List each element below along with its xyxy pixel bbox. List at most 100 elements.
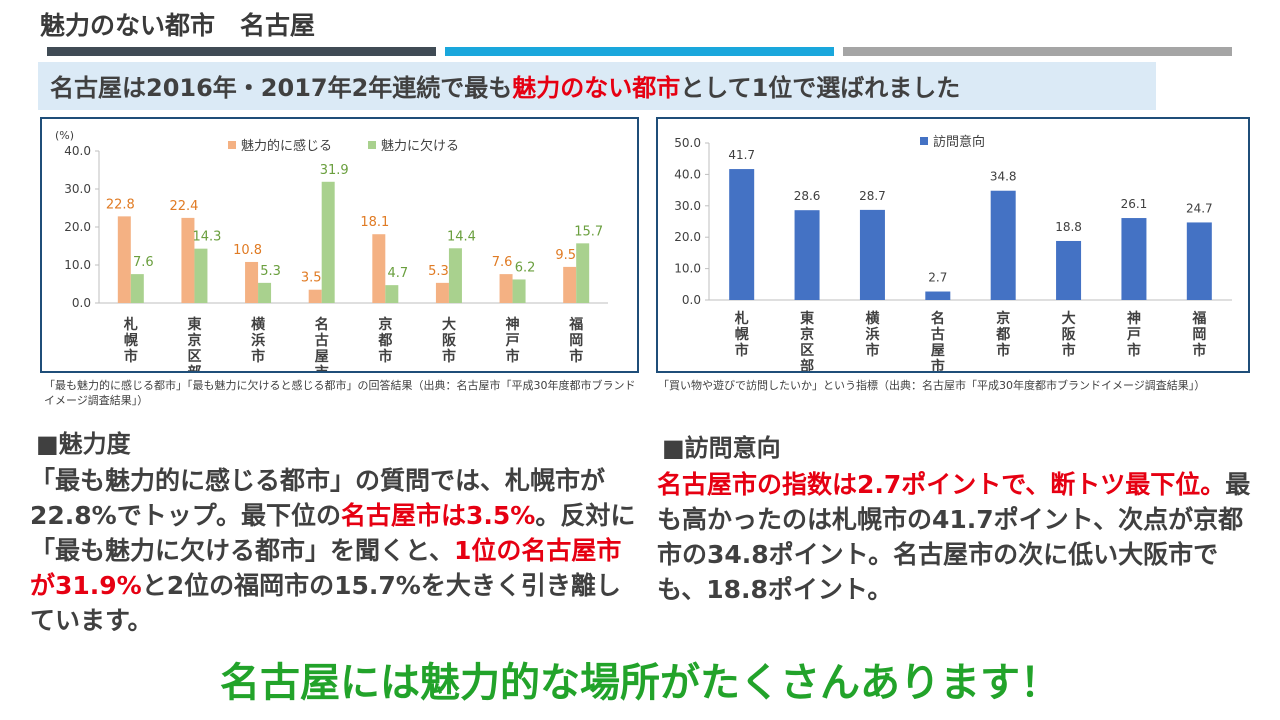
visit-intent-heading: ■訪問意向 (662, 434, 781, 462)
bar (181, 217, 195, 303)
data-label: 41.7 (728, 148, 755, 162)
x-tick-label: 古 (931, 326, 945, 343)
x-tick-label: 市 (1062, 342, 1076, 359)
x-tick-label: 大 (1062, 310, 1076, 327)
bar (576, 243, 590, 303)
x-tick-label: 京 (800, 326, 814, 343)
attractiveness-text-2: 。反対に「最も魅力に欠ける都市」を聞くと、 (30, 501, 636, 565)
x-tick-label: 区 (800, 343, 814, 359)
bar (499, 274, 513, 303)
visit-intent-body: 名古屋市の指数は2.7ポイントで、断トツ最下位。最も高かったのは札幌市の41.7… (657, 467, 1252, 607)
data-label: 3.5 (301, 271, 322, 286)
subtitle-prefix: 名古屋は2016年・2017年2年連続で最も (50, 74, 513, 102)
x-tick-label: 市 (124, 348, 138, 365)
legend-swatch (920, 137, 928, 145)
x-tick-label: 戸 (506, 333, 520, 349)
subtitle-suffix: として1位で選ばれました (680, 74, 961, 102)
bar (258, 282, 272, 303)
x-tick-label: 都 (377, 333, 392, 349)
x-tick-label: 阪 (1062, 327, 1077, 343)
visit-intent-highlight: 名古屋市の指数は2.7ポイントで、断トツ最下位。 (657, 470, 1226, 499)
attractiveness-chart-caption: 「最も魅力的に感じる都市」「最も魅力に欠けると感じる都市」の回答結果（出典：名古… (44, 379, 636, 407)
bar (1186, 222, 1212, 300)
bar (794, 210, 820, 300)
data-label: 22.4 (169, 199, 198, 214)
data-label: 10.8 (233, 243, 262, 258)
x-tick-label: 都 (995, 327, 1010, 343)
x-tick-label: 屋 (315, 349, 329, 365)
x-tick-label: 名 (315, 316, 329, 333)
y-tick-label: 40.0 (64, 144, 91, 158)
visit-intent-chart-frame: 50.0 40.0 30.0 20.0 10.0 0.0 訪問意向 41.7 札幌市 28.6 東京… (656, 117, 1250, 373)
data-label: 4.7 (387, 266, 408, 281)
y-tick-label: 50.0 (674, 136, 701, 150)
x-tick-label: 屋 (931, 343, 945, 359)
x-tick-label: 浜 (251, 332, 265, 349)
x-tick-label: 福 (1191, 310, 1206, 327)
data-label: 22.8 (106, 197, 135, 212)
x-tick-label: 市 (506, 348, 520, 365)
x-tick-label: 市 (569, 348, 583, 365)
x-tick-label: 区 (187, 349, 201, 365)
x-tick-label: 札 (123, 316, 138, 333)
data-label: 24.7 (1186, 201, 1213, 215)
attractiveness-text-3: と2位の福岡市の15.7%を大きく引き離しています。 (30, 571, 621, 635)
attractiveness-body: 「最も魅力的に感じる都市」の質問では、札幌市が22.8%でトップ。最下位の名古屋… (30, 463, 645, 638)
attractiveness-highlight-1: 名古屋市は3.5% (340, 501, 536, 530)
bar (512, 279, 526, 303)
y-tick-label: 10.0 (64, 258, 91, 272)
attractiveness-heading: ■魅力度 (36, 430, 131, 458)
x-tick-label: 東 (187, 316, 201, 333)
bar (859, 209, 885, 300)
x-tick-label: 京 (187, 332, 201, 349)
y-tick-label: 0.0 (682, 293, 701, 307)
legend-swatch (228, 141, 236, 149)
data-label: 18.8 (1055, 220, 1082, 234)
title-underline-dark (47, 47, 436, 56)
y-tick-label: 20.0 (64, 220, 91, 234)
attractiveness-highlight-2: 1位の名古屋市が31.9% (30, 536, 622, 600)
y-tick-label: 30.0 (64, 182, 91, 196)
x-tick-label: 札 (734, 310, 749, 327)
slide-title: 魅力のない都市 名古屋 (40, 11, 316, 40)
bar (729, 169, 755, 300)
data-label: 34.8 (990, 170, 1017, 184)
x-tick-label: 京 (378, 316, 392, 333)
bar (925, 291, 951, 300)
bar (117, 216, 131, 303)
x-tick-label: 幌 (735, 326, 749, 343)
x-tick-label: 幌 (124, 332, 138, 349)
legend-label: 魅力に欠ける (381, 138, 459, 154)
bar (194, 248, 208, 303)
x-tick-label: 名 (931, 310, 945, 327)
x-tick-label: 岡 (1192, 327, 1206, 343)
legend-label: 訪問意向 (933, 134, 985, 150)
data-label: 7.6 (133, 255, 154, 270)
x-tick-label: 市 (931, 358, 945, 371)
data-label: 6.2 (515, 260, 536, 275)
y-tick-label: 0.0 (72, 296, 91, 310)
bar (130, 274, 144, 303)
y-tick-label: 30.0 (674, 199, 701, 213)
visit-intent-chart-caption: 「買い物や遊びで訪問したいか」という指標（出典：名古屋市「平成30年度都市ブラン… (658, 379, 1206, 392)
y-tick-label: 20.0 (674, 230, 701, 244)
x-tick-label: 市 (996, 342, 1010, 359)
x-tick-label: 福 (568, 316, 583, 333)
data-label: 5.3 (260, 264, 281, 279)
attractiveness-text-1: 「最も魅力的に感じる都市」の質問では、札幌市が22.8%でトップ。最下位の (30, 466, 606, 530)
x-tick-label: 横 (251, 316, 266, 333)
x-tick-label: 東 (800, 310, 814, 327)
visit-intent-text: 最も高かったのは札幌市の41.7ポイント、次点が京都市の34.8ポイント。名古屋… (657, 470, 1251, 604)
data-label: 18.1 (360, 215, 389, 230)
bar (308, 289, 322, 303)
y-unit-label: (%) (55, 129, 74, 142)
x-tick-label: 市 (1192, 342, 1206, 359)
x-tick-label: 部 (800, 358, 814, 371)
title-underline-blue (445, 47, 834, 56)
x-tick-label: 部 (187, 364, 201, 371)
x-tick-label: 神 (506, 316, 520, 333)
x-tick-label: 古 (315, 332, 329, 349)
subtitle-highlight: 魅力のない都市 (512, 74, 681, 102)
y-tick-label: 40.0 (674, 167, 701, 181)
x-tick-label: 戸 (1127, 327, 1141, 343)
